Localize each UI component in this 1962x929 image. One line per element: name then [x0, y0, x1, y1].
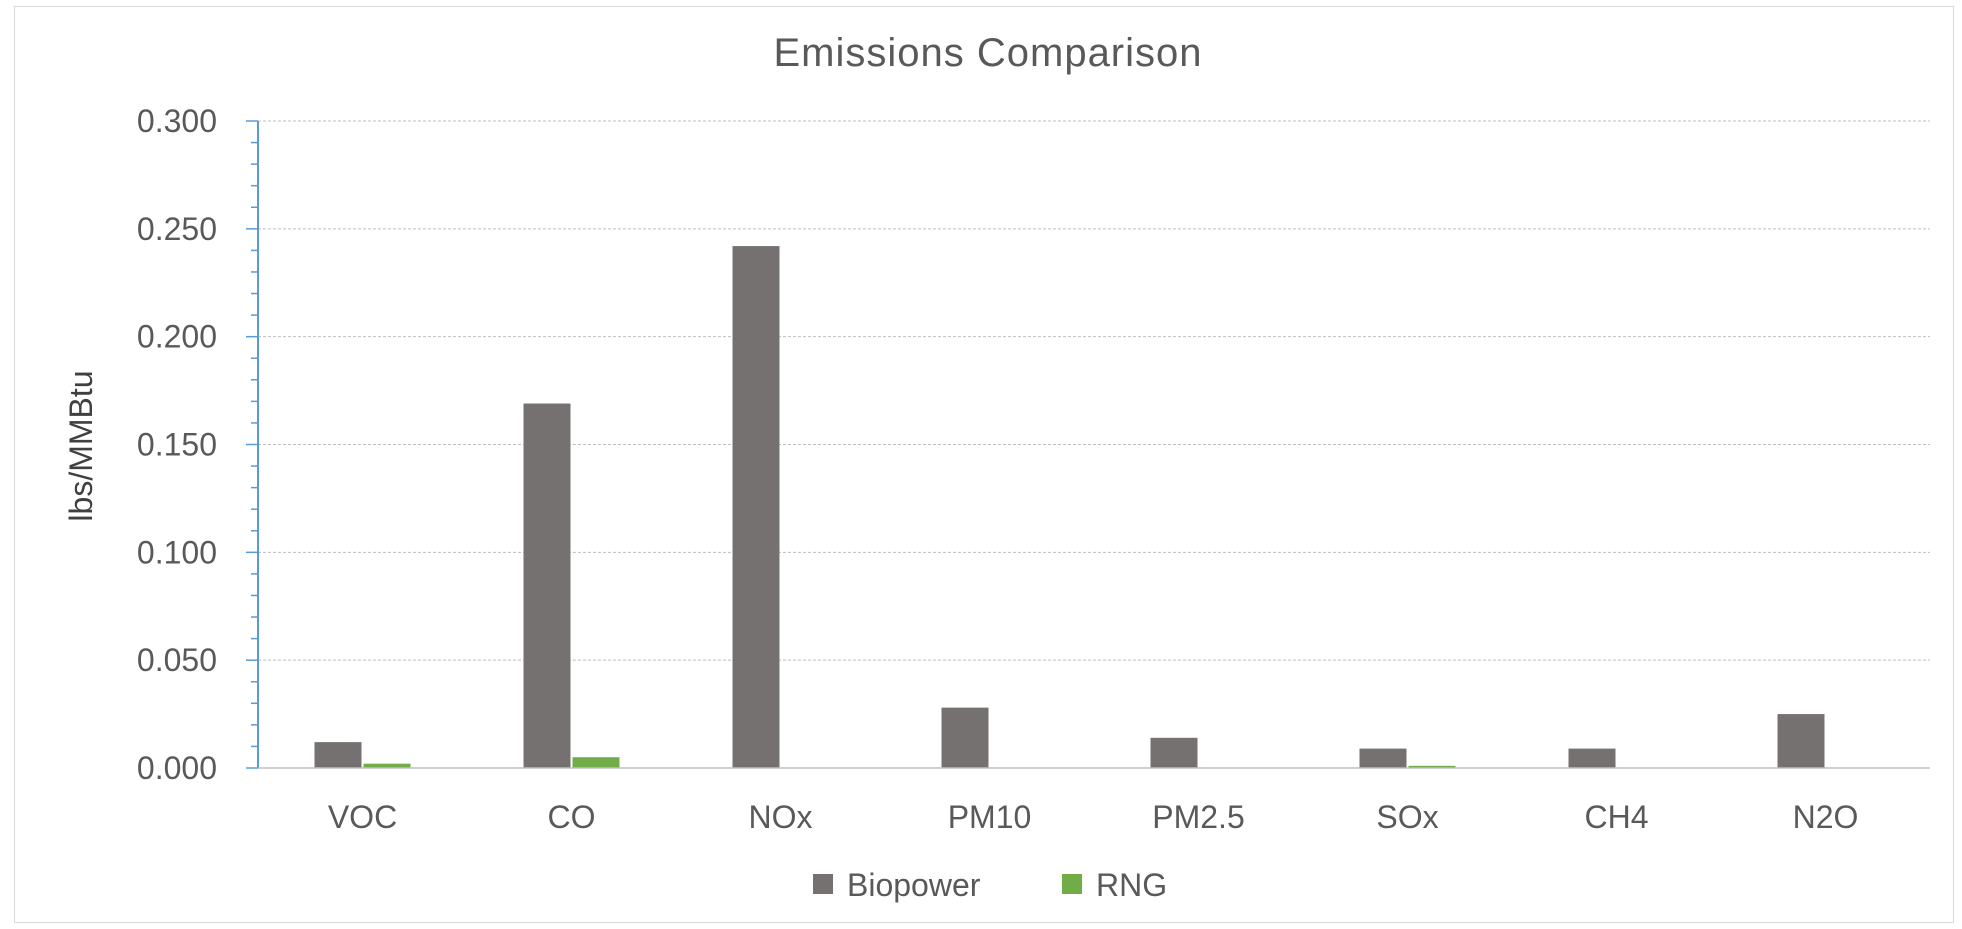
x-tick-label: NOx [749, 799, 813, 835]
bar-biopower-voc [314, 742, 362, 768]
bar-biopower-ch4 [1568, 748, 1616, 768]
bars [314, 246, 1825, 768]
bar-biopower-n2o [1777, 714, 1825, 768]
y-axis: 0.000 0.050 0.100 0.150 0.200 0.250 0.300 [137, 103, 259, 786]
gridlines [258, 120, 1930, 661]
x-tick-label: VOC [328, 799, 397, 835]
bar-biopower-pm2.5 [1150, 737, 1198, 768]
legend: Biopower RNG [813, 867, 1167, 903]
legend-swatch [1062, 874, 1082, 894]
y-axis-label: lbs/MMBtu [63, 370, 99, 521]
y-tick-label: 0.300 [137, 103, 217, 139]
y-tick-label: 0.150 [137, 427, 217, 463]
y-tick-label: 0.250 [137, 211, 217, 247]
bar-rng-sox [1408, 765, 1456, 768]
y-tick-label: 0.050 [137, 642, 217, 678]
x-tick-label: CH4 [1584, 799, 1648, 835]
x-tick-label: PM10 [948, 799, 1032, 835]
y-tick-label: 0.100 [137, 534, 217, 570]
x-tick-label: PM2.5 [1152, 799, 1244, 835]
y-tick-label: 0.000 [137, 750, 217, 786]
bar-rng-co [572, 757, 620, 768]
bar-biopower-pm10 [941, 707, 989, 768]
x-tick-label: N2O [1793, 799, 1859, 835]
bar-biopower-co [523, 403, 571, 768]
chart-title: Emissions Comparison [773, 31, 1202, 75]
bar-biopower-sox [1359, 748, 1407, 768]
legend-swatch [813, 874, 833, 894]
bar-biopower-nox [732, 246, 780, 768]
legend-label: Biopower [847, 867, 981, 903]
legend-label: RNG [1096, 867, 1167, 903]
x-tick-label: CO [548, 799, 596, 835]
x-axis: VOC CO NOx PM10 PM2.5 SOx CH4 N2O [258, 767, 1930, 835]
bar-rng-voc [363, 763, 411, 768]
y-tick-label: 0.200 [137, 319, 217, 355]
chart-frame [14, 6, 1954, 923]
x-tick-label: SOx [1376, 799, 1438, 835]
